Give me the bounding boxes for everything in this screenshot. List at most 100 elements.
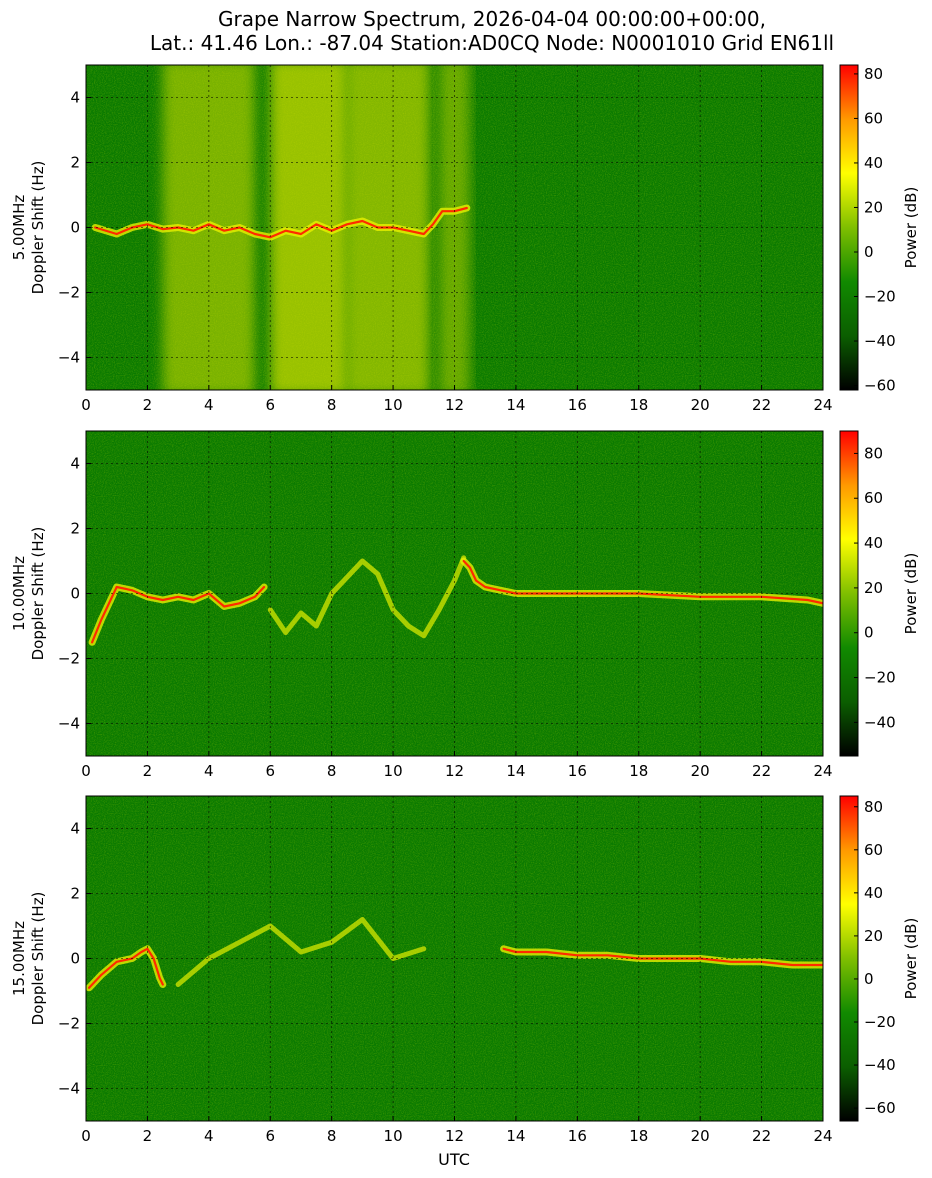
x-tick-label: 0 bbox=[81, 396, 91, 414]
x-tick-label: 2 bbox=[143, 396, 153, 414]
x-tick-label: 8 bbox=[327, 1127, 337, 1145]
colorbar-tick-label: 60 bbox=[864, 109, 883, 127]
colorbar-tick-label: −20 bbox=[864, 1013, 896, 1031]
colorbar bbox=[839, 430, 859, 757]
x-tick-label: 24 bbox=[813, 1127, 832, 1145]
colorbar-tick-label: −40 bbox=[864, 713, 896, 731]
y-tick-label: 4 bbox=[70, 820, 80, 838]
colorbar-tick-label: 40 bbox=[864, 534, 883, 552]
x-tick-label: 16 bbox=[568, 1127, 587, 1145]
doppler-trace bbox=[502, 947, 823, 967]
y-tick-label: −4 bbox=[58, 349, 80, 367]
colorbar-tick-label: −60 bbox=[864, 1099, 896, 1117]
y-axis-label-doppler: Doppler Shift (Hz) bbox=[29, 892, 47, 1026]
x-tick-label: 6 bbox=[265, 1127, 275, 1145]
x-tick-label: 16 bbox=[568, 396, 587, 414]
x-tick-label: 20 bbox=[691, 762, 710, 780]
colorbar-tick-label: 0 bbox=[864, 970, 874, 988]
x-tick-label: 2 bbox=[143, 1127, 153, 1145]
x-tick-label: 6 bbox=[265, 762, 275, 780]
doppler-trace bbox=[90, 585, 266, 644]
faint-doppler-trace bbox=[175, 917, 427, 987]
colorbar-label: Power (dB) bbox=[902, 187, 920, 269]
y-tick-label: 0 bbox=[70, 950, 80, 968]
y-tick-label: −4 bbox=[58, 715, 80, 733]
x-tick-label: 22 bbox=[752, 396, 771, 414]
colorbar-label: Power (dB) bbox=[902, 553, 920, 635]
y-tick-label: 0 bbox=[70, 585, 80, 603]
colorbar bbox=[839, 795, 859, 1122]
x-tick-label: 14 bbox=[506, 1127, 525, 1145]
x-tick-label: 4 bbox=[204, 762, 214, 780]
doppler-trace bbox=[94, 206, 468, 239]
colorbar-tick-label: 20 bbox=[864, 198, 883, 216]
y-tick-label: −2 bbox=[58, 1015, 80, 1033]
x-tick-label: 4 bbox=[204, 1127, 214, 1145]
x-tick-label: 2 bbox=[143, 762, 153, 780]
x-tick-label: 20 bbox=[691, 1127, 710, 1145]
x-tick-label: 4 bbox=[204, 396, 214, 414]
colorbar-tick-label: 0 bbox=[864, 243, 874, 261]
y-tick-label: 0 bbox=[70, 219, 80, 237]
colorbar-tick-label: −20 bbox=[864, 288, 896, 306]
y-axis-label-frequency: 10.00MHz bbox=[10, 556, 28, 631]
x-tick-label: 12 bbox=[445, 1127, 464, 1145]
colorbar-tick-label: −40 bbox=[864, 332, 896, 350]
colorbar-label: Power (dB) bbox=[902, 918, 920, 1000]
colorbar bbox=[839, 64, 859, 391]
colorbar-tick-label: 80 bbox=[864, 444, 883, 462]
colorbar-tick-label: −60 bbox=[864, 377, 896, 395]
colorbar-tick-label: 0 bbox=[864, 624, 874, 642]
colorbar-tick-label: 20 bbox=[864, 927, 883, 945]
y-tick-label: 4 bbox=[70, 89, 80, 107]
x-tick-label: 16 bbox=[568, 762, 587, 780]
x-tick-label: 12 bbox=[445, 762, 464, 780]
colorbar-tick-label: 60 bbox=[864, 489, 883, 507]
doppler-trace bbox=[87, 947, 164, 989]
x-tick-label: 10 bbox=[384, 396, 403, 414]
x-tick-label: 6 bbox=[265, 396, 275, 414]
colorbar-tick-label: −40 bbox=[864, 1056, 896, 1074]
colorbar-tick-label: 40 bbox=[864, 884, 883, 902]
heatmap-content bbox=[86, 65, 823, 390]
colorbar-tick-label: 20 bbox=[864, 579, 883, 597]
y-tick-label: −4 bbox=[58, 1080, 80, 1098]
y-axis-label-frequency: 15.00MHz bbox=[10, 921, 28, 996]
y-axis-label-doppler: Doppler Shift (Hz) bbox=[29, 527, 47, 661]
y-tick-label: 2 bbox=[70, 885, 80, 903]
y-tick-label: −2 bbox=[58, 284, 80, 302]
y-tick-label: 2 bbox=[70, 154, 80, 172]
x-tick-label: 10 bbox=[384, 1127, 403, 1145]
colorbar-tick-label: 40 bbox=[864, 154, 883, 172]
colorbar-tick-label: 80 bbox=[864, 798, 883, 816]
y-axis-label-frequency: 5.00MHz bbox=[10, 195, 28, 261]
x-tick-label: 14 bbox=[506, 396, 525, 414]
colorbar-tick-label: 80 bbox=[864, 65, 883, 83]
colorbar-tick-label: −20 bbox=[864, 669, 896, 687]
x-tick-label: 8 bbox=[327, 762, 337, 780]
x-tick-label: 18 bbox=[629, 762, 648, 780]
x-tick-label: 0 bbox=[81, 762, 91, 780]
x-tick-label: 24 bbox=[813, 396, 832, 414]
x-axis-label: UTC bbox=[438, 1150, 470, 1169]
x-tick-label: 22 bbox=[752, 1127, 771, 1145]
y-tick-label: −2 bbox=[58, 650, 80, 668]
x-tick-label: 20 bbox=[691, 396, 710, 414]
figure-title-line2: Lat.: 41.46 Lon.: -87.04 Station:AD0CQ N… bbox=[150, 31, 834, 55]
x-tick-label: 22 bbox=[752, 762, 771, 780]
x-tick-label: 24 bbox=[813, 762, 832, 780]
y-tick-label: 4 bbox=[70, 455, 80, 473]
x-tick-label: 12 bbox=[445, 396, 464, 414]
x-tick-label: 8 bbox=[327, 396, 337, 414]
faint-doppler-trace bbox=[267, 555, 467, 639]
x-tick-label: 18 bbox=[629, 1127, 648, 1145]
y-axis-label-doppler: Doppler Shift (Hz) bbox=[29, 161, 47, 295]
x-tick-label: 0 bbox=[81, 1127, 91, 1145]
colorbar-tick-label: 60 bbox=[864, 841, 883, 859]
y-tick-label: 2 bbox=[70, 520, 80, 538]
